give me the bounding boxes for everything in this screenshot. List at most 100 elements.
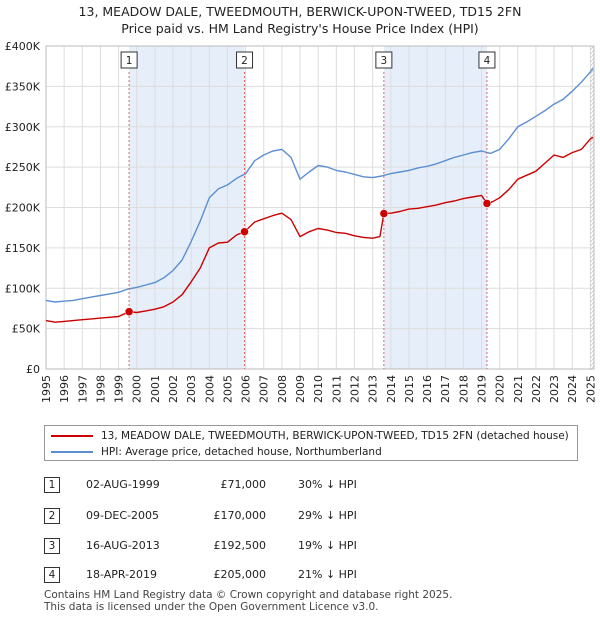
sale-marker-box xyxy=(478,51,496,69)
hatch-line xyxy=(590,241,595,247)
hatch-line xyxy=(590,201,595,207)
y-tick-label: £0 xyxy=(26,363,40,376)
transaction-date: 09-DEC-2005 xyxy=(86,509,160,522)
hatch-line xyxy=(590,205,595,211)
hatch-line xyxy=(590,245,595,251)
x-tick-label: 2005 xyxy=(221,375,234,403)
hatch-line xyxy=(590,85,595,91)
hatch-line xyxy=(590,137,595,143)
hatch-line xyxy=(590,101,595,107)
hatch-line xyxy=(590,269,595,275)
transaction-row: 3 16-AUG-2013 £192,500 19% ↓ HPI xyxy=(44,538,584,556)
chart-subtitle: Price paid vs. HM Land Registry's House … xyxy=(121,21,478,36)
hatch-line xyxy=(590,153,595,159)
legend-label-property: 13, MEADOW DALE, TWEEDMOUTH, BERWICK-UPO… xyxy=(101,430,569,442)
transaction-row: 1 02-AUG-1999 £71,000 30% ↓ HPI xyxy=(44,477,584,495)
transaction-marker: 2 xyxy=(44,508,60,524)
hatch-line xyxy=(590,97,595,103)
y-tick-label: £50K xyxy=(12,323,41,336)
transaction-hpi-diff: 30% ↓ HPI xyxy=(298,478,357,491)
hatch-line xyxy=(590,357,595,363)
x-tick-label: 2010 xyxy=(312,375,325,403)
transaction-price: £71,000 xyxy=(220,478,267,491)
hatch-line xyxy=(590,177,595,183)
x-tick-label: 2022 xyxy=(530,375,543,403)
hatch-line xyxy=(590,217,595,223)
transaction-marker: 4 xyxy=(44,567,60,583)
hatch-line xyxy=(590,265,595,271)
hatch-line xyxy=(590,49,595,55)
hatch-line xyxy=(590,345,595,351)
hatch-line xyxy=(590,169,595,175)
sale-marker-box xyxy=(236,51,254,69)
transaction-price: £170,000 xyxy=(213,509,267,522)
hatch-line xyxy=(590,281,595,287)
sale-marker-label: 3 xyxy=(381,55,388,67)
hpi-line xyxy=(45,68,594,303)
hatch-line xyxy=(590,349,595,355)
x-tick-label: 2002 xyxy=(167,375,180,403)
sale-marker-box xyxy=(120,51,138,69)
sale-marker-label: 4 xyxy=(484,55,491,67)
footer-copyright: Contains HM Land Registry data © Crown c… xyxy=(44,589,453,601)
legend-label-hpi: HPI: Average price, detached house, Nort… xyxy=(101,446,382,458)
hatch-line xyxy=(590,289,595,295)
x-tick-label: 2014 xyxy=(385,375,398,403)
y-tick-label: £350K xyxy=(5,80,41,93)
hatch-line xyxy=(590,73,595,79)
x-tick-label: 1999 xyxy=(113,375,126,403)
x-tick-label: 2009 xyxy=(294,375,307,403)
hatch-line xyxy=(590,77,595,83)
footer: Contains HM Land Registry data © Crown c… xyxy=(44,589,453,613)
legend-swatch-property xyxy=(51,435,93,437)
transaction-price: £192,500 xyxy=(213,539,267,552)
hatch-line xyxy=(590,297,595,303)
hatch-line xyxy=(590,113,595,119)
legend-item-hpi: HPI: Average price, detached house, Nort… xyxy=(51,445,382,459)
hatch-line xyxy=(590,125,595,131)
x-tick-label: 2024 xyxy=(566,375,579,403)
hatch-line xyxy=(590,329,595,335)
hatch-line xyxy=(590,45,595,51)
x-tick-label: 2012 xyxy=(348,375,361,403)
legend-swatch-hpi xyxy=(51,451,93,453)
x-tick-label: 2003 xyxy=(185,375,198,403)
sale-marker-label: 1 xyxy=(126,55,133,67)
x-tick-label: 2004 xyxy=(203,375,216,403)
hatch-line xyxy=(590,325,595,331)
hatch-line xyxy=(590,309,595,315)
sale-marker-label: 2 xyxy=(241,55,248,67)
hatch-line xyxy=(590,305,595,311)
hatch-line xyxy=(590,173,595,179)
property-price-line xyxy=(45,136,594,323)
hatch-line xyxy=(590,277,595,283)
transaction-marker: 3 xyxy=(44,538,60,554)
hatch-line xyxy=(590,165,595,171)
transaction-hpi-diff: 21% ↓ HPI xyxy=(298,568,357,581)
hatch-line xyxy=(590,105,595,111)
hatch-line xyxy=(590,285,595,291)
transaction-hpi-diff: 29% ↓ HPI xyxy=(298,509,357,522)
hatch-line xyxy=(590,93,595,99)
hatch-line xyxy=(590,293,595,299)
transaction-row: 2 09-DEC-2005 £170,000 29% ↓ HPI xyxy=(44,508,584,526)
y-tick-label: £400K xyxy=(5,40,41,53)
hatch-line xyxy=(590,133,595,139)
hatch-line xyxy=(590,89,595,95)
x-tick-label: 2000 xyxy=(131,375,144,403)
hatch-line xyxy=(590,321,595,327)
hatch-line xyxy=(590,81,595,87)
y-tick-label: £200K xyxy=(5,202,41,215)
transaction-date: 16-AUG-2013 xyxy=(86,539,160,552)
hatch-line xyxy=(590,249,595,255)
hatch-line xyxy=(590,361,595,367)
hatch-line xyxy=(590,181,595,187)
hatch-line xyxy=(590,237,595,243)
y-tick-label: £150K xyxy=(5,242,41,255)
legend-item-property: 13, MEADOW DALE, TWEEDMOUTH, BERWICK-UPO… xyxy=(51,429,569,443)
hatch-line xyxy=(590,317,595,323)
sale-point xyxy=(482,199,492,208)
y-tick-label: £100K xyxy=(5,282,41,295)
hatch-line xyxy=(590,213,595,219)
hatch-line xyxy=(590,209,595,215)
